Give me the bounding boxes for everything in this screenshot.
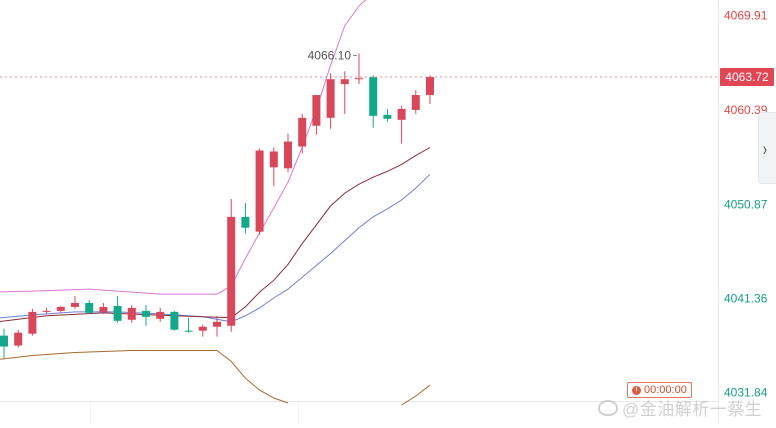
candle-body: [127, 307, 136, 320]
indicator-line: [0, 147, 431, 323]
indicator-line: [0, 173, 431, 323]
candle-body: [42, 310, 51, 312]
candle-body: [298, 117, 307, 147]
candle-body: [426, 77, 434, 96]
candle-body: [14, 332, 23, 346]
candle-body: [369, 77, 378, 116]
candle-body: [213, 321, 221, 327]
chevron-right-icon: ›: [763, 137, 767, 161]
candle: [355, 53, 363, 85]
candle: [170, 310, 179, 331]
price-tick-label: 4041.36: [724, 291, 768, 305]
watermark: @金油解析一蔡生: [598, 395, 762, 420]
candle: [198, 324, 207, 337]
candle: [42, 307, 51, 314]
candles: [0, 53, 434, 359]
candle: [326, 73, 335, 129]
candle-body: [99, 306, 108, 312]
countdown-text: 00:00:00: [644, 384, 687, 396]
price-tick-label: 4031.84: [724, 386, 768, 400]
candle: [426, 75, 434, 104]
price-tick-label: 4060.39: [724, 103, 768, 117]
candle-body: [198, 326, 207, 331]
candle-body: [56, 306, 65, 311]
candle: [0, 328, 8, 359]
candle-body: [85, 302, 94, 313]
candle: [113, 296, 122, 323]
candle: [227, 199, 236, 332]
candle-body: [113, 305, 122, 321]
candle-body: [340, 79, 349, 85]
candle-body: [326, 79, 335, 118]
candle-body: [156, 311, 165, 319]
candle: [284, 133, 292, 173]
price-tick-label: 4050.87: [724, 197, 768, 211]
overlay-lines: [0, 0, 431, 406]
grid-layer: [0, 0, 719, 423]
candle-body: [142, 310, 150, 317]
candle: [340, 71, 349, 114]
indicator-line: [0, 0, 367, 295]
candle: [28, 308, 37, 336]
candle: [241, 202, 250, 234]
candle-countdown: 00:00:00: [627, 382, 692, 398]
candle: [255, 148, 264, 235]
candle: [383, 108, 392, 122]
candle: [213, 315, 221, 337]
candle-body: [383, 114, 392, 119]
candle: [312, 95, 321, 135]
candle-body: [241, 216, 250, 228]
clock-icon: [632, 385, 641, 395]
candle-body: [397, 108, 406, 120]
candle-body: [355, 78, 363, 80]
panel-collapse-button[interactable]: ›: [758, 112, 776, 184]
candle: [85, 300, 94, 314]
candle-body: [28, 311, 37, 334]
candle: [99, 302, 108, 314]
candle-body: [184, 330, 193, 332]
price-tick-label: 4069.91: [724, 9, 768, 23]
current-price-label: 4063.72: [725, 70, 769, 84]
candle: [156, 307, 165, 322]
current-price-tag: [720, 68, 774, 87]
candle: [397, 105, 406, 144]
candle: [14, 329, 23, 348]
indicator-line: [0, 350, 289, 404]
candle-body: [0, 335, 8, 347]
price-axis: 4069.91 4060.39 4050.87 4041.36 4031.84 4063.…: [720, 9, 774, 400]
high-price-label: 4066.10: [308, 48, 352, 62]
candle: [142, 304, 150, 326]
weibo-logo-icon: [598, 399, 618, 416]
candle: [71, 296, 79, 309]
candle-body: [411, 95, 420, 110]
candle: [56, 305, 65, 313]
annotations: 4066.10: [0, 48, 718, 78]
candle-body: [269, 151, 278, 168]
candle: [269, 147, 278, 187]
candle-body: [312, 95, 321, 126]
candle: [298, 113, 307, 154]
candle-body: [170, 311, 179, 330]
candle-body: [284, 141, 292, 169]
candle-body: [227, 216, 236, 326]
candle-body: [71, 302, 79, 307]
indicator-line: [401, 384, 431, 406]
candle: [411, 90, 420, 114]
candle: [184, 317, 193, 333]
candle: [127, 304, 136, 323]
watermark-text: @金油解析一蔡生: [622, 400, 763, 419]
candle-body: [255, 150, 264, 232]
candle: [369, 75, 378, 128]
